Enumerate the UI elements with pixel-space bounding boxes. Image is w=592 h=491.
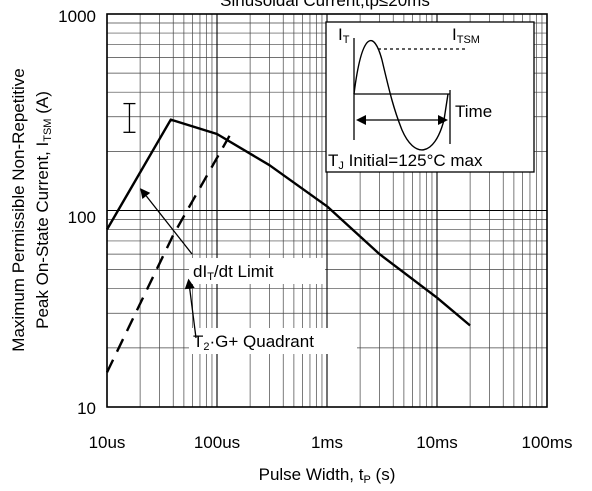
series-line-solid [105, 118, 471, 327]
x-tick-label-10us: 10us [89, 433, 126, 452]
annotation-didt-arrow [145, 195, 193, 255]
x-tick-label-10ms: 10ms [416, 433, 458, 452]
inset-tj-label: TJ Initial=125°C max [328, 151, 483, 172]
x-axis-label: Pulse Width, tP (s) [259, 465, 396, 486]
x-tick-label-1ms: 1ms [311, 433, 343, 452]
x-tick-label-100us: 100us [194, 433, 240, 452]
annotation-quadrant-box [189, 328, 357, 354]
annotation-didt-text: dIT/dt Limit [193, 262, 274, 283]
inset-frame [325, 21, 535, 173]
inset-time-label: Time [455, 102, 492, 121]
error-bar [123, 102, 136, 133]
annotation-quadrant-text: T2·G+ Quadrant [193, 332, 314, 353]
chart-title: Sinusoidal Current,tp≤20ms [220, 0, 430, 10]
series-line-dashed [105, 135, 231, 373]
inset-period-arrowhead-left [356, 115, 366, 125]
plot-frame [106, 13, 548, 408]
y-tick-label-1000: 1000 [58, 7, 96, 26]
inset-itsm-label: ITSM [452, 25, 480, 46]
inset-sine-wave [353, 40, 449, 151]
annotation-didt-arrowhead [140, 188, 151, 200]
annotation-didt-limit: dIT/dt Limit [140, 188, 325, 284]
annotation-quadrant: T2·G+ Quadrant [184, 278, 357, 354]
y-axis-label-line1: Maximum Permissible Non-Repetitive [9, 68, 28, 351]
inset-it-label: IT [338, 25, 350, 46]
y-tick-label-10: 10 [77, 399, 96, 418]
series-layer [105, 118, 471, 373]
inset-period-arrowhead-right [438, 115, 448, 125]
annotation-quadrant-arrow [189, 288, 197, 339]
annotation-quadrant-arrowhead [184, 278, 195, 290]
inset-waveform: IT ITSM Time TJ Initial=125°C max [325, 21, 535, 173]
annotation-didt-box [189, 258, 325, 284]
x-tick-label-100ms: 100ms [521, 433, 572, 452]
y-tick-label-100: 100 [68, 208, 96, 227]
y-axis-label-line2: Peak On-State Current, ITSM (A) [33, 91, 54, 329]
